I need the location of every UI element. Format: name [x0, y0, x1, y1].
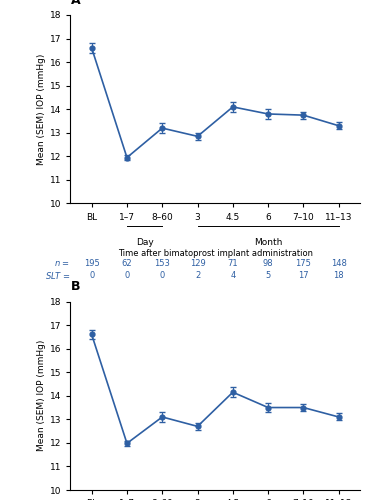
Text: 62: 62 — [122, 259, 132, 268]
Text: 98: 98 — [263, 259, 273, 268]
Y-axis label: Mean (SEM) IOP (mmHg): Mean (SEM) IOP (mmHg) — [37, 340, 46, 452]
Text: Time after bimatoprost implant administration: Time after bimatoprost implant administr… — [118, 250, 313, 258]
Text: 0: 0 — [160, 271, 165, 280]
Text: 5: 5 — [266, 271, 271, 280]
Text: 18: 18 — [334, 271, 344, 280]
Text: 148: 148 — [331, 259, 347, 268]
Text: $\it{n}$ =: $\it{n}$ = — [55, 259, 70, 268]
Text: 71: 71 — [227, 259, 238, 268]
Text: 4: 4 — [230, 271, 236, 280]
Text: 0: 0 — [89, 271, 94, 280]
Text: B: B — [70, 280, 80, 293]
Text: 175: 175 — [295, 259, 311, 268]
Text: 129: 129 — [190, 259, 206, 268]
Text: 17: 17 — [298, 271, 309, 280]
Text: Day: Day — [136, 238, 154, 246]
Text: Month: Month — [254, 238, 282, 246]
Text: $\it{SLT}$ =: $\it{SLT}$ = — [45, 270, 70, 281]
Text: 0: 0 — [124, 271, 129, 280]
Y-axis label: Mean (SEM) IOP (mmHg): Mean (SEM) IOP (mmHg) — [37, 54, 46, 165]
Text: A: A — [70, 0, 80, 7]
Text: 153: 153 — [154, 259, 170, 268]
Text: 195: 195 — [84, 259, 99, 268]
Text: 2: 2 — [195, 271, 200, 280]
